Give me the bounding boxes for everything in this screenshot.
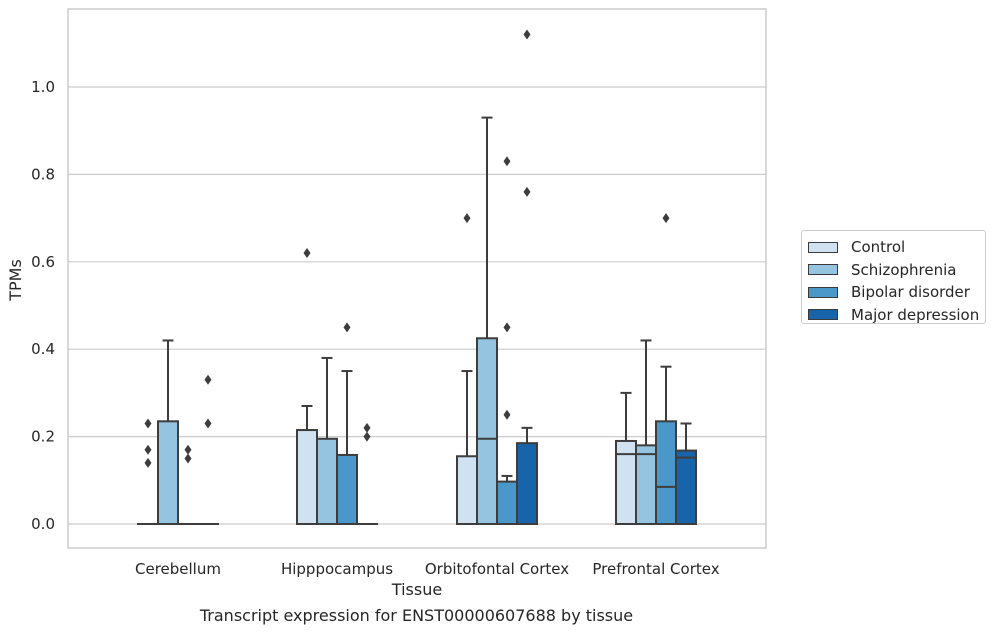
outlier-0-0-1 — [144, 444, 152, 455]
box-0-0 — [137, 418, 159, 526]
y-tick-label-3: 0.6 — [31, 253, 55, 271]
outlier-2-1-0 — [343, 322, 351, 333]
outlier-2-0-0 — [184, 444, 192, 455]
box-body-1-1 — [316, 437, 338, 525]
y-tick-label-4: 0.8 — [31, 165, 55, 183]
legend-item-3: Major depression — [808, 304, 985, 327]
outlier-2-2-0 — [503, 156, 511, 167]
outlier-0-2-0 — [463, 213, 471, 224]
box-3-2 — [516, 29, 538, 525]
outlier-2-0-1 — [184, 453, 192, 464]
legend-label-2: Bipolar disorder — [851, 283, 970, 302]
outlier-3-2-0 — [523, 29, 531, 40]
y-axis-label: TPMs — [6, 259, 25, 302]
box-body-0-2 — [456, 455, 478, 526]
box-1-0 — [157, 339, 179, 525]
box-body-1-2 — [476, 337, 498, 525]
box-body-1-0 — [157, 420, 179, 525]
legend-swatch-0 — [808, 241, 838, 253]
legend: Control Schizophrenia Bipolar disorder Majo… — [801, 230, 986, 324]
chart-caption: Transcript expression for ENST0000060768… — [199, 606, 634, 625]
legend-swatch-1 — [808, 264, 838, 276]
box-body-3-2 — [516, 442, 538, 525]
legend-label-1: Schizophrenia — [851, 260, 957, 279]
y-tick-label-1: 0.2 — [31, 428, 55, 446]
box-0-2 — [456, 213, 478, 526]
legend-label-0: Control — [851, 238, 906, 257]
box-3-1 — [356, 422, 378, 526]
outlier-0-1-0 — [303, 248, 311, 259]
legend-item-0: Control — [808, 236, 985, 259]
box-body-3-3 — [675, 449, 697, 526]
box-3-0 — [197, 374, 219, 526]
box-2-2 — [496, 156, 518, 525]
box-3-3 — [675, 422, 697, 526]
outlier-2-2-1 — [503, 322, 511, 333]
box-body-0-1 — [296, 429, 318, 526]
outlier-2-2-2 — [503, 409, 511, 420]
box-1-3 — [635, 339, 657, 525]
box-body-2-3 — [655, 420, 677, 525]
y-tick-label-5: 1.0 — [31, 78, 55, 96]
x-tick-label-3: Prefrontal Cortex — [592, 560, 719, 578]
y-tick-label-0: 0.0 — [31, 515, 55, 533]
box-1-2 — [476, 116, 498, 525]
legend-swatch-3 — [808, 309, 838, 321]
outlier-3-2-1 — [523, 186, 531, 197]
x-tick-label-1: Hipppocampus — [281, 560, 393, 578]
legend-label-3: Major depression — [851, 305, 980, 324]
legend-item-2: Bipolar disorder — [808, 281, 985, 304]
legend-swatch-2 — [808, 286, 838, 298]
outlier-3-1-1 — [363, 431, 371, 442]
outlier-0-0-0 — [144, 418, 152, 429]
box-2-0 — [177, 444, 199, 526]
outlier-2-3-0 — [662, 213, 670, 224]
y-tick-label-2: 0.4 — [31, 340, 55, 358]
box-body-2-1 — [336, 453, 358, 526]
boxes — [137, 29, 697, 526]
x-tick-label-0: Cerebellum — [135, 560, 221, 578]
x-tick-labels: Cerebellum Hipppocampus Orbitofontal Corte… — [135, 560, 720, 578]
y-tick-labels: 0.0 0.2 0.4 0.6 0.8 1.0 — [31, 78, 55, 533]
box-2-1 — [336, 322, 358, 526]
box-body-1-3 — [635, 444, 657, 525]
outlier-3-0-0 — [204, 374, 212, 385]
box-body-2-2 — [496, 480, 518, 525]
x-axis-label: Tissue — [391, 580, 442, 599]
legend-item-1: Schizophrenia — [808, 259, 985, 282]
outlier-0-0-2 — [144, 457, 152, 468]
x-tick-label-2: Orbitofontal Cortex — [425, 560, 569, 578]
outlier-3-1-0 — [363, 422, 371, 433]
outlier-3-0-1 — [204, 418, 212, 429]
